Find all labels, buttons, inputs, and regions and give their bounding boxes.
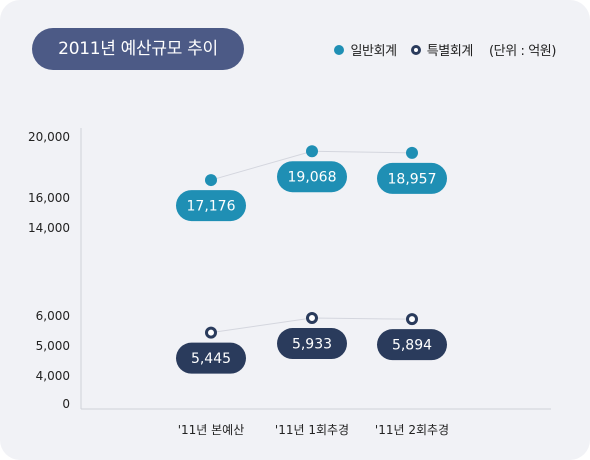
legend-label-general: 일반회계 (350, 44, 397, 59)
data-label: 5,933 (292, 337, 332, 353)
data-label: 18,957 (388, 171, 437, 187)
data-point-general (306, 145, 318, 158)
unit-label: (단위 : 억원) (488, 44, 556, 59)
data-label-pill (277, 328, 347, 360)
data-point-special (306, 312, 318, 325)
x-category-label: '11년 1회추경 (275, 423, 349, 437)
data-label-pill (176, 342, 246, 374)
y-tick-label: 6,000 (36, 309, 70, 323)
data-label: 17,176 (187, 199, 236, 215)
ring-circle-icon (410, 44, 421, 55)
y-tick-label: 4,000 (36, 369, 70, 383)
data-label-pill (277, 161, 347, 193)
data-label-pill (176, 190, 246, 222)
data-label: 19,068 (288, 170, 337, 186)
data-label: 5,894 (392, 338, 432, 354)
y-tick-label: 14,000 (28, 221, 70, 235)
y-tick-label: 0 (62, 397, 70, 411)
data-point-general (205, 174, 217, 187)
y-tick-label: 20,000 (28, 130, 70, 144)
data-point-general (406, 146, 418, 159)
x-category-label: '11년 2회추경 (375, 423, 449, 437)
x-category-label: '11년 본예산 (178, 423, 245, 437)
data-point-special (205, 326, 217, 339)
legend-item-general: 일반회계 (334, 40, 397, 59)
data-label-pill (377, 329, 447, 361)
legend: 일반회계 특별회계 (단위 : 억원) (334, 40, 556, 59)
data-label: 5,445 (191, 351, 231, 367)
legend-label-special: 특별회계 (426, 44, 474, 59)
legend-item-special: 특별회계 (410, 40, 474, 59)
y-tick-label: 16,000 (28, 191, 70, 205)
data-label-pill (377, 162, 447, 194)
data-point-special (406, 313, 418, 326)
filled-circle-icon (334, 44, 345, 55)
chart-title: 2011년 예산규모 추이 (32, 28, 244, 70)
y-tick-label: 5,000 (36, 339, 70, 353)
